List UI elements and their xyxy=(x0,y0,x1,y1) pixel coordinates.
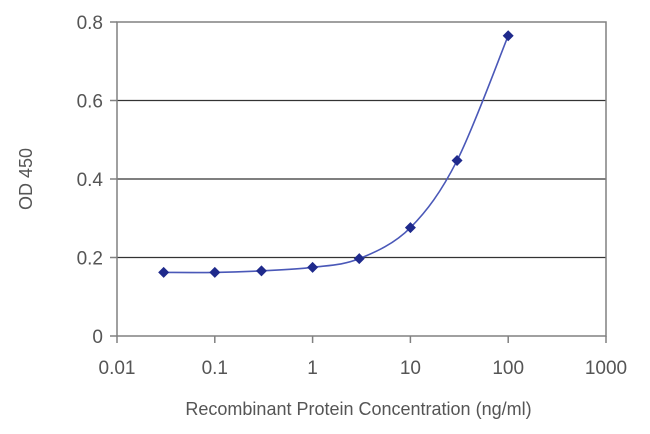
x-axis-label: Recombinant Protein Concentration (ng/ml… xyxy=(185,399,531,419)
y-tick-label: 0.8 xyxy=(77,13,103,34)
data-point xyxy=(255,265,267,277)
data-point xyxy=(307,261,319,273)
y-tick-label: 0.6 xyxy=(77,92,103,113)
y-tick-label: 0 xyxy=(92,327,103,348)
x-tick-label: 10 xyxy=(400,358,421,379)
data-point xyxy=(353,253,365,265)
x-tick-label: 0.1 xyxy=(202,358,228,379)
y-tick-labels: 0 0.2 0.4 0.6 0.8 xyxy=(77,13,104,348)
x-tick-labels: 0.01 0.1 1 10 100 1000 xyxy=(99,358,628,379)
data-point xyxy=(158,266,170,278)
data-point xyxy=(451,155,463,167)
y-axis-label: OD 450 xyxy=(16,148,36,210)
y-tick-label: 0.2 xyxy=(77,249,103,270)
x-tick-label: 0.01 xyxy=(99,358,136,379)
x-tick-label: 1 xyxy=(307,358,318,379)
y-tick-label: 0.4 xyxy=(77,170,104,191)
data-point xyxy=(404,222,416,234)
x-tick-label: 100 xyxy=(492,358,524,379)
x-tick-label: 1000 xyxy=(585,358,627,379)
data-point xyxy=(209,266,221,278)
axes xyxy=(110,21,607,343)
data-points xyxy=(158,30,514,278)
data-point xyxy=(502,30,514,42)
